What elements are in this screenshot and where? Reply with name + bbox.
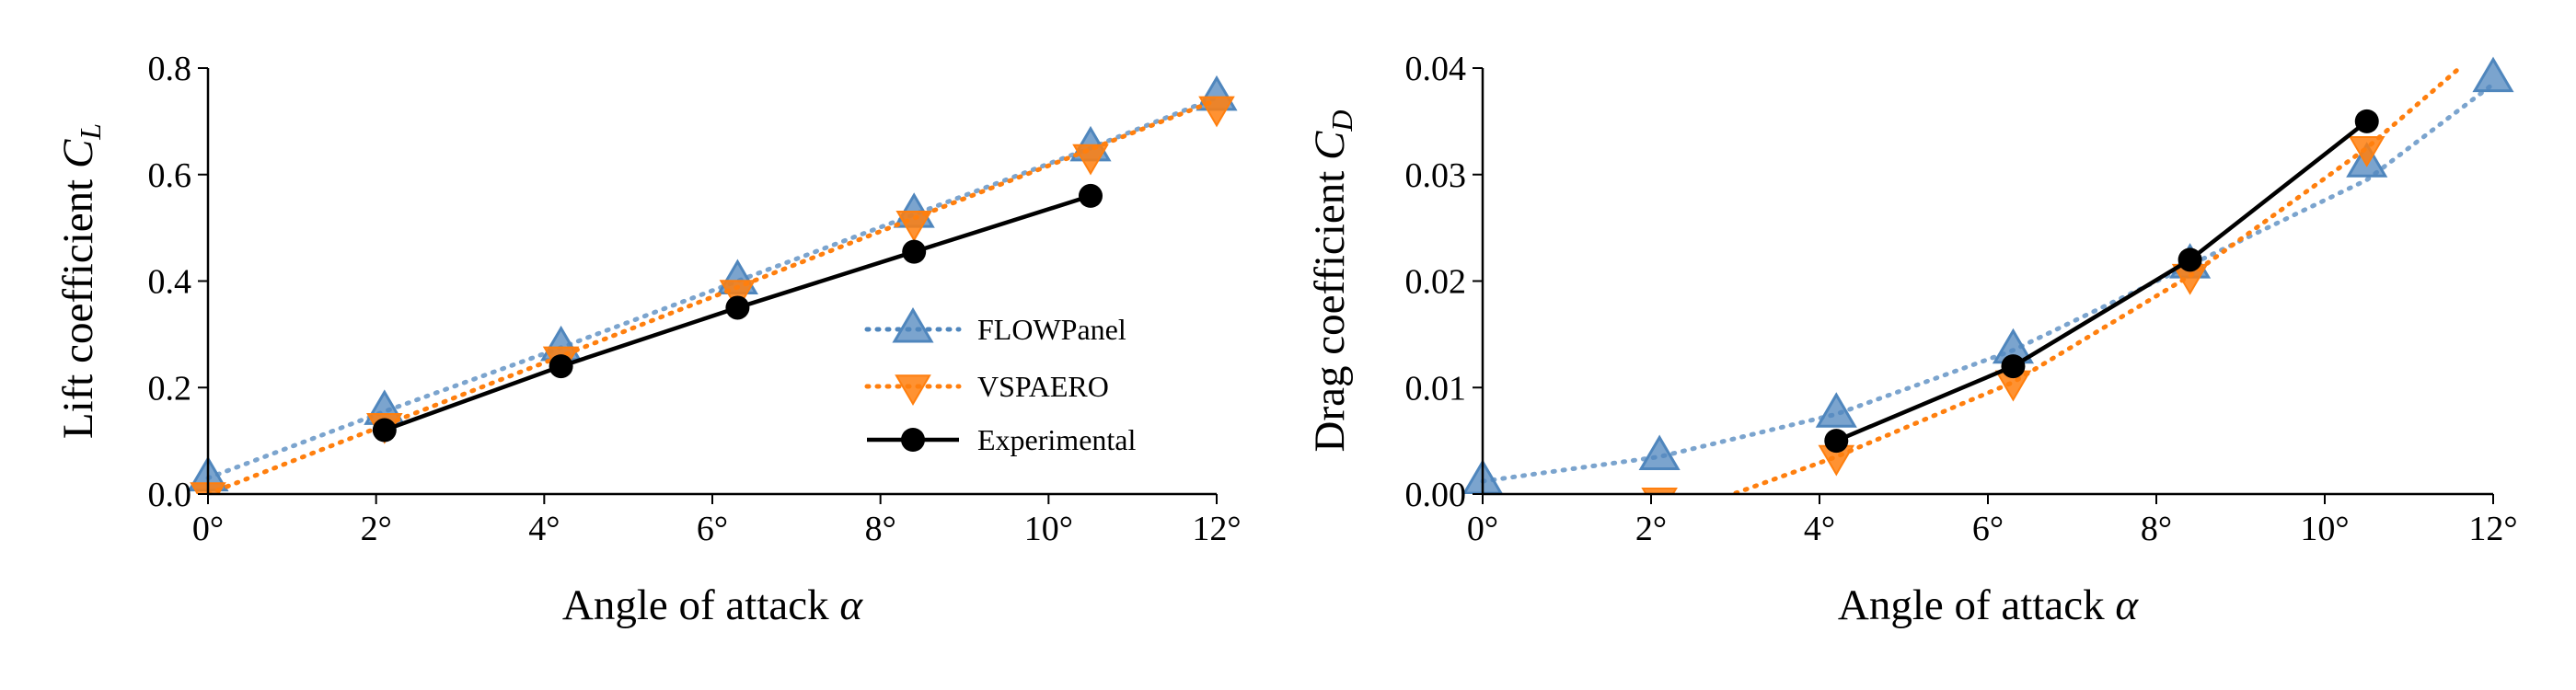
plot-area bbox=[187, 75, 1238, 494]
marker-experimental bbox=[1824, 429, 1849, 454]
plot-area bbox=[1461, 56, 2514, 494]
series-line-experimental bbox=[1835, 120, 2369, 443]
x-tick-label: 8° bbox=[865, 510, 896, 548]
marker-experimental bbox=[2177, 247, 2202, 272]
x-tick-label: 10° bbox=[2300, 510, 2349, 548]
y-tick-label: 0.2 bbox=[148, 369, 192, 408]
y-tick-label: 0.04 bbox=[1405, 50, 1467, 88]
x-tick-label: 2° bbox=[361, 510, 392, 548]
marker-vspaero bbox=[1198, 96, 1235, 128]
y-tick-label: 0.4 bbox=[148, 263, 192, 302]
y-axis-title: Drag coefficient CD bbox=[1306, 110, 1358, 453]
x-tick-label: 4° bbox=[528, 510, 560, 548]
legend-label-flowpanel: FLOWPanel bbox=[977, 313, 1126, 346]
marker-vspaero bbox=[1072, 144, 1109, 176]
y-tick-label: 0.01 bbox=[1405, 369, 1467, 408]
lift-chart: 0° 2° 4° 6° 8° 10° 12° 0.0 0.2 0.4 0.6 0.8 Angle of … bbox=[54, 50, 1242, 629]
legend: FLOWPanel VSPAERO Experimental bbox=[864, 307, 1136, 456]
marker-vspaero bbox=[1641, 488, 1678, 494]
legend-marker-experimental bbox=[901, 428, 925, 452]
marker-flowpanel bbox=[1638, 434, 1681, 471]
x-tick-label: 12° bbox=[1192, 510, 1241, 548]
x-tick-label: 12° bbox=[2468, 510, 2517, 548]
y-tick-label: 0.8 bbox=[148, 50, 192, 88]
x-tick-label: 6° bbox=[697, 510, 728, 548]
marker-experimental bbox=[2354, 109, 2379, 133]
x-tick-label: 10° bbox=[1024, 510, 1073, 548]
y-tick-label: 0.6 bbox=[148, 156, 192, 195]
y-tick-label: 0.0 bbox=[148, 476, 192, 514]
marker-experimental bbox=[2001, 354, 2026, 379]
marker-experimental bbox=[1079, 183, 1103, 208]
y-tick-label: 0.02 bbox=[1405, 263, 1467, 302]
marker-flowpanel bbox=[1815, 392, 1857, 428]
legend-label-vspaero: VSPAERO bbox=[977, 370, 1109, 403]
y-axis-title: Lift coefficient CL bbox=[54, 123, 107, 439]
x-tick-label: 2° bbox=[1635, 510, 1667, 548]
x-tick-label: 4° bbox=[1804, 510, 1835, 548]
marker-vspaero bbox=[719, 280, 757, 312]
x-axis-title: Angle of attack α bbox=[562, 581, 863, 629]
y-tick-label: 0.03 bbox=[1405, 156, 1467, 195]
legend-label-experimental: Experimental bbox=[977, 423, 1136, 456]
marker-flowpanel bbox=[2472, 56, 2514, 93]
x-tick-label: 8° bbox=[2141, 510, 2172, 548]
series-line-flowpanel bbox=[205, 95, 1219, 481]
x-tick-label: 0° bbox=[192, 510, 224, 548]
marker-vspaero bbox=[2348, 136, 2385, 167]
legend-marker-vspaero bbox=[895, 374, 931, 406]
legend-marker-flowpanel bbox=[892, 307, 934, 343]
series-line-vspaero bbox=[1726, 65, 2462, 494]
x-tick-label: 0° bbox=[1467, 510, 1498, 548]
marker-experimental bbox=[902, 239, 927, 264]
marker-experimental bbox=[725, 295, 750, 320]
marker-experimental bbox=[372, 418, 397, 443]
x-tick-label: 6° bbox=[1972, 510, 2004, 548]
marker-vspaero bbox=[895, 211, 932, 242]
x-axis-title: Angle of attack α bbox=[1838, 581, 2139, 629]
marker-experimental bbox=[549, 354, 573, 379]
y-tick-label: 0.00 bbox=[1405, 476, 1467, 514]
drag-chart: 0° 2° 4° 6° 8° 10° 12° 0.00 0.01 0.02 0.03 0.04 Angl… bbox=[1306, 50, 2518, 629]
